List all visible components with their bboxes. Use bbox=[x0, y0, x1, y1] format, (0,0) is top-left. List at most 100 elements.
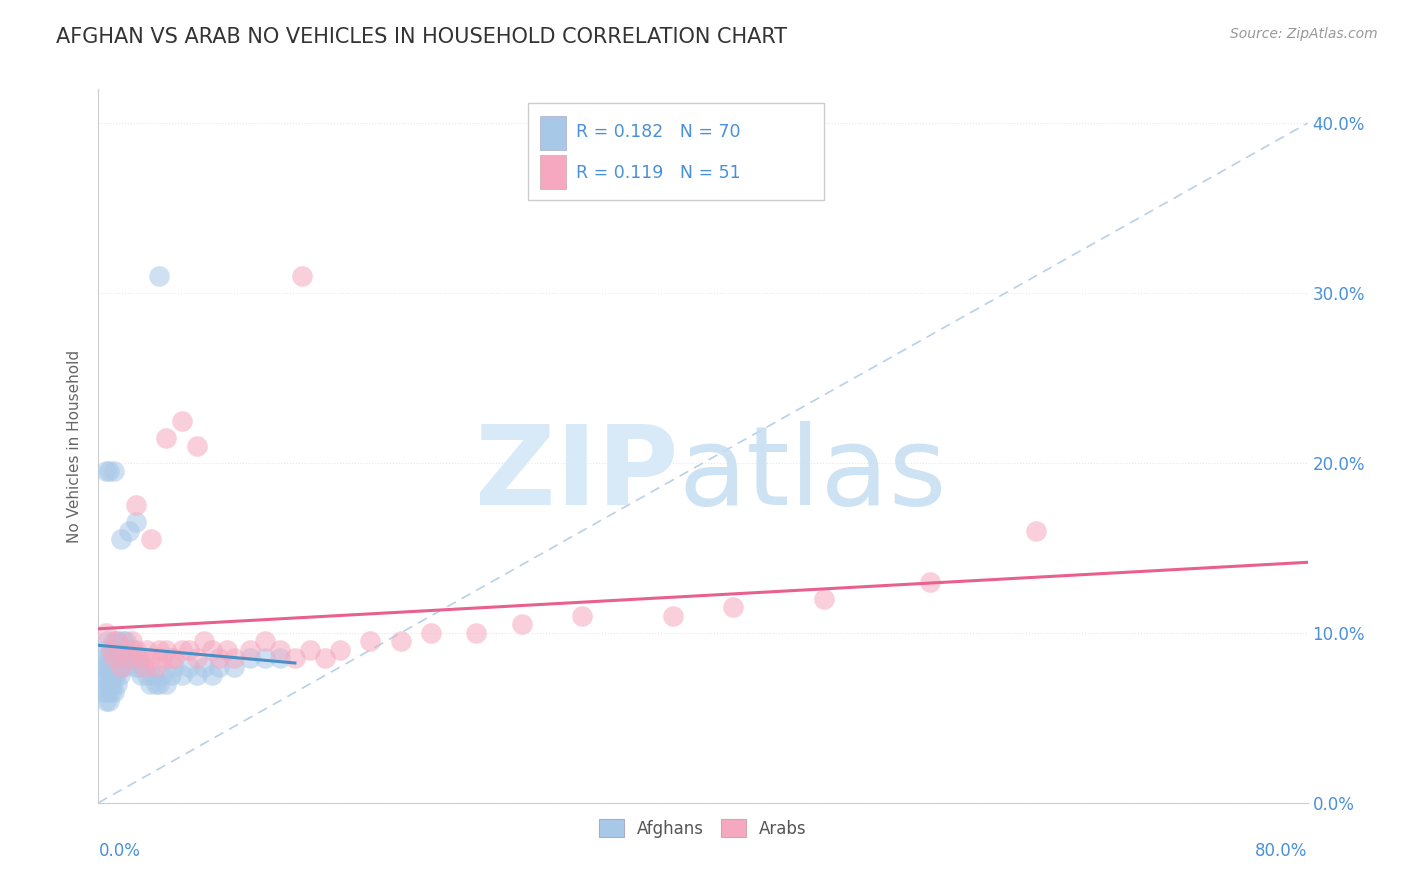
Point bbox=[110, 533, 132, 547]
Point bbox=[253, 634, 276, 648]
Point bbox=[141, 651, 163, 665]
Point bbox=[96, 634, 118, 648]
Point bbox=[1024, 524, 1046, 538]
Point bbox=[105, 677, 128, 691]
Point bbox=[148, 269, 170, 284]
Point bbox=[90, 668, 112, 682]
Point bbox=[125, 660, 148, 674]
Point bbox=[150, 651, 173, 665]
Point bbox=[299, 643, 322, 657]
Point bbox=[141, 533, 163, 547]
Point bbox=[107, 634, 129, 648]
Point bbox=[129, 668, 152, 682]
Point bbox=[142, 668, 165, 682]
Point bbox=[105, 634, 128, 648]
Point bbox=[124, 651, 146, 665]
Point bbox=[115, 643, 138, 657]
Point bbox=[100, 668, 122, 682]
Point bbox=[420, 626, 443, 640]
Point bbox=[129, 651, 152, 665]
Point bbox=[114, 643, 136, 657]
Point bbox=[98, 465, 121, 479]
Point bbox=[135, 668, 157, 682]
Point bbox=[179, 643, 201, 657]
Point bbox=[360, 634, 382, 648]
Point bbox=[135, 643, 157, 657]
Text: 80.0%: 80.0% bbox=[1256, 842, 1308, 860]
Point bbox=[145, 660, 167, 674]
Point bbox=[125, 516, 148, 530]
FancyBboxPatch shape bbox=[540, 116, 567, 150]
Point bbox=[96, 685, 118, 699]
Point bbox=[101, 660, 124, 674]
Point bbox=[100, 643, 122, 657]
Point bbox=[94, 465, 117, 479]
Point bbox=[121, 651, 143, 665]
Point bbox=[170, 668, 193, 682]
Point bbox=[150, 668, 173, 682]
Point bbox=[215, 643, 238, 657]
Point bbox=[170, 643, 193, 657]
Point bbox=[224, 651, 246, 665]
Point bbox=[122, 643, 145, 657]
Text: 0.0%: 0.0% bbox=[98, 842, 141, 860]
Point bbox=[145, 677, 167, 691]
Point bbox=[94, 643, 117, 657]
Point bbox=[103, 660, 125, 674]
Point bbox=[186, 439, 208, 453]
Point bbox=[98, 694, 121, 708]
Point bbox=[389, 634, 412, 648]
Text: ZIP: ZIP bbox=[475, 421, 679, 528]
Text: R = 0.182   N = 70: R = 0.182 N = 70 bbox=[576, 123, 741, 141]
Point bbox=[329, 643, 352, 657]
Point bbox=[284, 651, 307, 665]
Point bbox=[510, 617, 533, 632]
Point bbox=[125, 499, 148, 513]
Point bbox=[239, 643, 262, 657]
Point bbox=[723, 600, 745, 615]
Point bbox=[104, 668, 127, 682]
Point bbox=[314, 651, 336, 665]
Point bbox=[139, 677, 162, 691]
Point bbox=[132, 660, 155, 674]
Point bbox=[100, 685, 122, 699]
Point bbox=[107, 660, 129, 674]
Point bbox=[193, 660, 215, 674]
Point bbox=[91, 660, 114, 674]
Point bbox=[155, 677, 177, 691]
Point bbox=[112, 660, 135, 674]
Point bbox=[224, 660, 246, 674]
Point bbox=[91, 677, 114, 691]
Point bbox=[813, 591, 835, 606]
Point bbox=[98, 651, 121, 665]
Point bbox=[103, 465, 125, 479]
Legend: Afghans, Arabs: Afghans, Arabs bbox=[592, 813, 814, 845]
Point bbox=[269, 651, 291, 665]
Point bbox=[110, 643, 132, 657]
Point bbox=[100, 643, 122, 657]
Point bbox=[918, 574, 941, 589]
Point bbox=[104, 643, 127, 657]
Point bbox=[186, 651, 208, 665]
Point bbox=[98, 677, 121, 691]
Point bbox=[193, 634, 215, 648]
Point bbox=[661, 608, 683, 623]
Point bbox=[291, 269, 314, 284]
Point bbox=[110, 660, 132, 674]
Point bbox=[101, 677, 124, 691]
Point bbox=[93, 651, 115, 665]
Point bbox=[103, 651, 125, 665]
Text: R = 0.119   N = 51: R = 0.119 N = 51 bbox=[576, 164, 741, 182]
Point bbox=[239, 651, 262, 665]
Point bbox=[127, 651, 149, 665]
Point bbox=[120, 643, 142, 657]
Point bbox=[201, 643, 224, 657]
Point bbox=[118, 651, 141, 665]
Point bbox=[179, 660, 201, 674]
Point bbox=[465, 626, 488, 640]
Point bbox=[110, 660, 132, 674]
Point bbox=[103, 634, 125, 648]
Point bbox=[94, 694, 117, 708]
Point bbox=[118, 651, 141, 665]
Point bbox=[105, 651, 128, 665]
